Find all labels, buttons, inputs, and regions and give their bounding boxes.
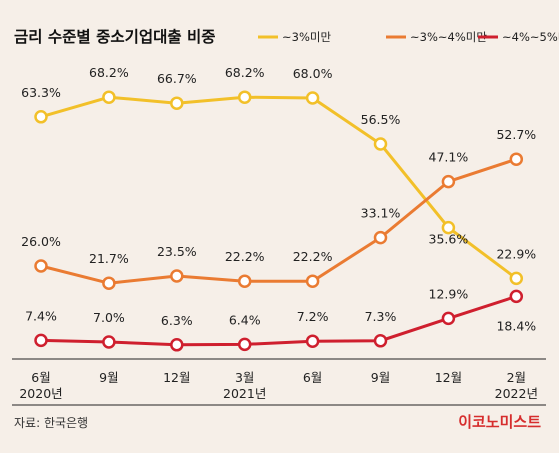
data-label: 23.5% — [157, 244, 197, 259]
legend-label: ~3%미만 — [282, 30, 331, 44]
data-labels: 63.3% 68.2% 66.7% 68.2% 68.0% 56.5% 35.6% 22.9%… — [21, 65, 536, 333]
legend-label: ~3%~4%미만 — [410, 30, 487, 44]
x-tick-label: 2020년 — [19, 386, 62, 401]
data-label: 68.2% — [225, 65, 265, 80]
data-label: 52.7% — [496, 127, 536, 142]
data-label: 12.9% — [429, 286, 469, 301]
series-line — [40, 294, 517, 347]
data-point — [373, 334, 388, 348]
data-label: 6.3% — [161, 313, 193, 328]
chart-title: 금리 수준별 중소기업대출 비중 — [14, 28, 216, 46]
legend-label: ~4%~5%미만 — [502, 30, 559, 44]
data-label: 22.9% — [496, 246, 536, 261]
x-tick-label: 2022년 — [495, 386, 538, 401]
data-point — [441, 220, 456, 235]
data-label: 22.2% — [293, 249, 333, 264]
data-point — [509, 152, 524, 166]
series-points — [34, 90, 524, 352]
x-tick-label: 9월 — [99, 370, 118, 385]
x-tick-label: 6월 — [303, 370, 322, 385]
data-label: 68.0% — [293, 66, 333, 81]
data-point — [102, 276, 116, 290]
data-point — [170, 269, 184, 283]
data-point — [34, 259, 48, 273]
data-point — [441, 174, 456, 189]
data-label: 47.1% — [429, 150, 469, 165]
x-tick-label: 9월 — [371, 370, 390, 385]
brand-logo: 이코노미스트 — [458, 413, 541, 431]
data-point — [305, 334, 320, 348]
data-label: 18.4% — [496, 318, 536, 333]
data-point — [237, 337, 252, 352]
data-point — [170, 338, 184, 352]
series-lines — [40, 95, 518, 347]
data-point — [34, 110, 48, 124]
data-point — [170, 96, 184, 110]
data-point — [237, 274, 252, 288]
data-label: 63.3% — [21, 85, 61, 100]
data-point — [305, 91, 320, 105]
x-tick-label: 3월 — [235, 370, 254, 385]
data-label: 26.0% — [21, 234, 61, 249]
x-tick-label: 12월 — [435, 370, 462, 385]
series-line — [40, 95, 518, 280]
data-label: 6.4% — [229, 312, 261, 327]
x-tick-label: 12월 — [163, 370, 190, 385]
data-point — [102, 335, 116, 349]
data-point — [305, 274, 320, 288]
data-label: 22.2% — [225, 249, 265, 264]
data-point — [373, 137, 388, 151]
x-tick-label: 2월 — [507, 370, 526, 385]
data-label: 7.3% — [365, 309, 397, 324]
data-point — [509, 271, 524, 286]
data-point — [441, 311, 456, 326]
data-label: 68.2% — [89, 65, 129, 80]
data-label: 66.7% — [157, 71, 197, 86]
data-label: 21.7% — [89, 251, 129, 266]
data-point — [34, 333, 48, 348]
legend: ~3%미만 ~3%~4%미만 ~4%~5%미만 — [258, 30, 559, 44]
data-label: 56.5% — [361, 112, 401, 127]
data-label: 33.1% — [361, 206, 401, 221]
source-note: 자료: 한국은행 — [14, 416, 89, 430]
x-tick-label: 2021년 — [223, 386, 266, 401]
data-label: 35.6% — [429, 232, 469, 247]
data-label: 7.0% — [93, 310, 125, 325]
data-label: 7.4% — [25, 308, 57, 323]
data-point — [509, 289, 524, 304]
data-point — [237, 90, 252, 104]
data-point — [373, 230, 388, 245]
data-point — [102, 90, 116, 104]
data-label: 7.2% — [297, 309, 329, 324]
series-line — [40, 157, 517, 285]
x-tick-label: 6월 — [31, 370, 50, 385]
